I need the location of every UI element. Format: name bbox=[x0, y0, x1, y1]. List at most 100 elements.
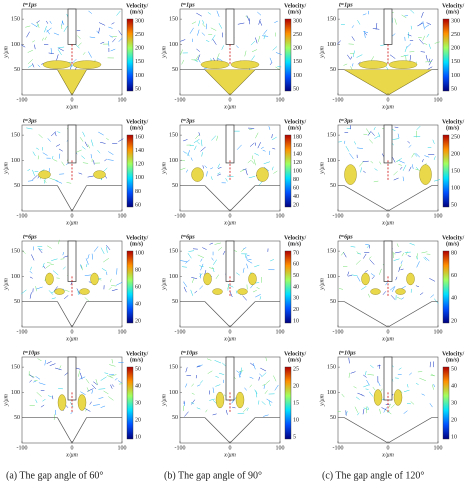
arrow bbox=[108, 151, 114, 155]
arrow bbox=[62, 252, 64, 256]
arrow bbox=[353, 386, 357, 389]
arrow bbox=[195, 55, 199, 61]
colorbar-title: (m/s) bbox=[446, 124, 459, 131]
arrow bbox=[410, 401, 415, 405]
arrow bbox=[409, 55, 412, 62]
arrow bbox=[82, 162, 89, 164]
arrow bbox=[209, 242, 214, 245]
arrow bbox=[196, 407, 201, 410]
arrow bbox=[38, 248, 43, 254]
panel: t=3μs y/μm 50 100 150 -100 0 100 x/μm Velocity/(m… bbox=[161, 118, 306, 226]
arrow bbox=[351, 36, 355, 41]
arrow bbox=[356, 54, 363, 58]
arrow bbox=[28, 180, 34, 182]
x-label: x/μm bbox=[65, 104, 78, 110]
arrow bbox=[81, 146, 86, 150]
arrow bbox=[50, 47, 52, 54]
droplet bbox=[45, 272, 54, 286]
colorbar-title: (m/s) bbox=[288, 124, 301, 131]
arrow bbox=[411, 152, 415, 158]
x-tick-label: -100 bbox=[17, 97, 28, 103]
arrow bbox=[93, 404, 100, 406]
droplet bbox=[395, 288, 406, 295]
x-tick-label: 0 bbox=[229, 97, 232, 103]
arrow bbox=[256, 287, 260, 290]
colorbar-title: (m/s) bbox=[446, 8, 459, 15]
arrow bbox=[433, 298, 439, 304]
arrow bbox=[398, 367, 402, 370]
arrow bbox=[84, 274, 92, 276]
y-tick-label: 100 bbox=[169, 390, 178, 396]
y-tick-label: 100 bbox=[169, 158, 178, 164]
arrow bbox=[396, 243, 399, 248]
arrow bbox=[46, 29, 50, 35]
arrow bbox=[421, 393, 425, 396]
arrow bbox=[272, 147, 276, 150]
arrow bbox=[104, 372, 109, 374]
panel: t=1μs y/μm 50 100 150 -100 0 100 x/μm Velocity/(m… bbox=[319, 2, 464, 110]
colorbar-title: Velocity/ bbox=[126, 3, 148, 9]
arrow bbox=[66, 182, 72, 184]
arrow bbox=[93, 160, 95, 165]
arrow bbox=[196, 48, 200, 52]
colorbar-tick-label: 160 bbox=[293, 143, 302, 149]
arrow bbox=[343, 63, 348, 66]
arrow bbox=[350, 56, 352, 60]
arrow bbox=[369, 259, 375, 265]
arrow bbox=[100, 376, 107, 381]
arrow bbox=[198, 20, 201, 27]
arrow bbox=[354, 141, 356, 145]
arrow bbox=[34, 44, 36, 50]
arrow bbox=[416, 253, 418, 259]
arrow bbox=[212, 387, 215, 394]
arrow bbox=[371, 131, 375, 136]
arrow bbox=[26, 127, 33, 130]
arrow bbox=[212, 413, 217, 416]
arrow bbox=[407, 34, 412, 37]
y-tick-label: 50 bbox=[330, 415, 336, 421]
arrow bbox=[248, 176, 256, 179]
x-tick-label: 100 bbox=[434, 97, 443, 103]
arrow bbox=[268, 126, 271, 130]
arrow bbox=[429, 278, 436, 282]
y-tick-label: 100 bbox=[11, 274, 20, 280]
arrow bbox=[243, 407, 248, 413]
arrow bbox=[250, 362, 254, 366]
arrow bbox=[245, 15, 249, 19]
arrow bbox=[275, 52, 282, 55]
y-tick-label: 50 bbox=[172, 183, 178, 189]
colorbar-tick-label: 20 bbox=[451, 318, 457, 324]
arrow bbox=[212, 259, 217, 266]
arrow bbox=[379, 408, 381, 414]
arrow bbox=[273, 375, 277, 382]
arrow bbox=[29, 374, 34, 379]
colorbar-tick-label: 10 bbox=[293, 318, 299, 324]
colorbar-title: (m/s) bbox=[288, 8, 301, 15]
arrow bbox=[248, 259, 252, 261]
arrow bbox=[191, 21, 197, 25]
droplet bbox=[248, 272, 257, 286]
arrow bbox=[252, 363, 256, 370]
arrow bbox=[90, 154, 92, 159]
arrow bbox=[214, 242, 221, 245]
x-tick-label: 0 bbox=[387, 445, 390, 451]
arrow bbox=[98, 27, 100, 34]
arrow bbox=[422, 35, 426, 41]
arrow bbox=[48, 52, 54, 54]
arrow bbox=[51, 155, 54, 160]
arrow bbox=[345, 146, 350, 152]
arrow bbox=[65, 405, 69, 408]
arrow bbox=[204, 270, 207, 275]
arrow bbox=[199, 380, 203, 384]
colorbar-tick-label: 40 bbox=[135, 383, 141, 389]
arrow bbox=[356, 251, 360, 255]
arrow bbox=[217, 172, 221, 175]
arrow bbox=[55, 144, 61, 147]
x-tick-label: 100 bbox=[118, 329, 127, 335]
arrow bbox=[246, 263, 249, 269]
x-label: x/μm bbox=[65, 336, 78, 342]
arrow bbox=[191, 399, 196, 405]
arrow bbox=[347, 54, 351, 60]
colorbar-title: Velocity/ bbox=[284, 3, 306, 9]
colorbar-tick-label: 20 bbox=[293, 383, 299, 389]
